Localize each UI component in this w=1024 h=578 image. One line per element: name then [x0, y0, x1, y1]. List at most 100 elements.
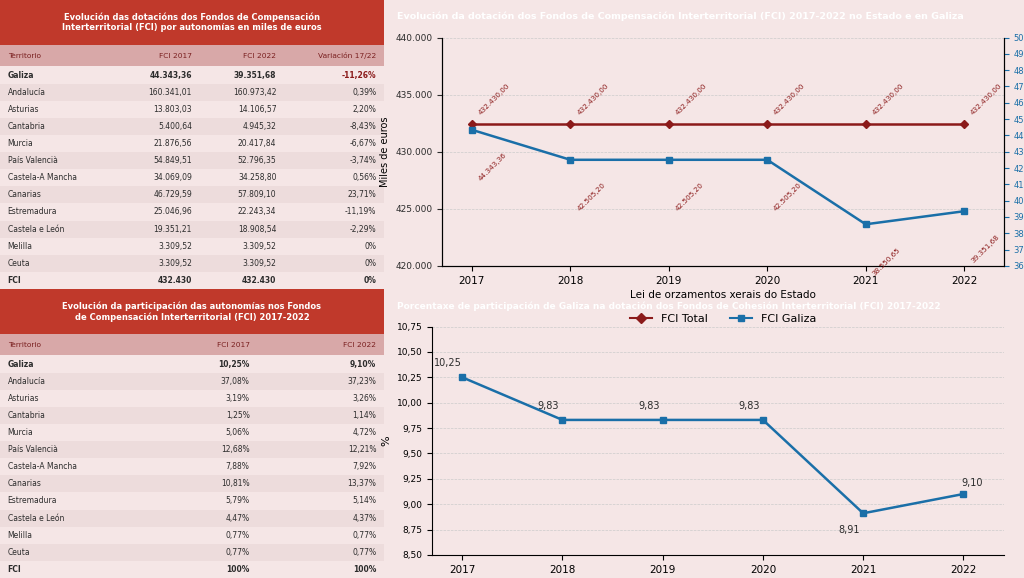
Text: 0,77%: 0,77% [225, 531, 250, 540]
Text: 10,81%: 10,81% [221, 479, 250, 488]
Bar [0, 334, 384, 355]
Text: Andalucía: Andalucía [8, 377, 46, 386]
Bar [0, 135, 384, 152]
Text: 432.430,00: 432.430,00 [773, 82, 806, 116]
Text: 38.550,65: 38.550,65 [871, 246, 901, 277]
Text: 5.400,64: 5.400,64 [158, 122, 193, 131]
Text: FCI 2022: FCI 2022 [244, 53, 276, 58]
Text: 19.351,21: 19.351,21 [154, 225, 193, 234]
Text: Melilla: Melilla [8, 242, 33, 251]
Text: 14.106,57: 14.106,57 [238, 105, 276, 114]
Text: 5,14%: 5,14% [352, 497, 377, 506]
Text: Porcentaxe de participación de Galiza na dotación dos Fondos de Cohesión Interte: Porcentaxe de participación de Galiza na… [397, 302, 941, 311]
Text: 160.341,01: 160.341,01 [148, 88, 193, 97]
Text: Estremadura: Estremadura [8, 208, 57, 217]
Text: Canarias: Canarias [8, 479, 42, 488]
Bar [0, 45, 384, 66]
Bar [0, 272, 384, 289]
Text: 37,23%: 37,23% [347, 377, 377, 386]
Text: 44.343,36: 44.343,36 [477, 152, 508, 182]
Text: -6,67%: -6,67% [349, 139, 377, 148]
Text: Castela-A Mancha: Castela-A Mancha [8, 173, 77, 182]
Text: 37,08%: 37,08% [221, 377, 250, 386]
Text: 34.069,09: 34.069,09 [154, 173, 193, 182]
Text: 0,77%: 0,77% [352, 548, 377, 557]
Bar [0, 475, 384, 492]
Text: 9,10%: 9,10% [350, 360, 377, 369]
Text: 21.876,56: 21.876,56 [154, 139, 193, 148]
Text: Evolución da dotación dos Fondos de Compensación Interterritorial (FCI) 2017-202: Evolución da dotación dos Fondos de Comp… [397, 11, 965, 21]
X-axis label: Lei de orzamentos xerais do Estado: Lei de orzamentos xerais do Estado [630, 290, 816, 300]
Text: Murcia: Murcia [8, 428, 34, 437]
Text: 100%: 100% [353, 565, 377, 574]
Bar [0, 373, 384, 390]
Text: Ceuta: Ceuta [8, 548, 31, 557]
Bar [0, 118, 384, 135]
Text: Estremadura: Estremadura [8, 497, 57, 506]
Text: 0,77%: 0,77% [352, 531, 377, 540]
Text: 0%: 0% [365, 259, 377, 268]
Text: Territorio: Territorio [8, 342, 41, 347]
Text: 4,72%: 4,72% [352, 428, 377, 437]
Text: FCI 2017: FCI 2017 [159, 53, 193, 58]
Text: 9,83: 9,83 [738, 401, 760, 411]
Text: 13.803,03: 13.803,03 [154, 105, 193, 114]
Text: 12,21%: 12,21% [348, 445, 377, 454]
Text: Ceuta: Ceuta [8, 259, 31, 268]
Text: Castela e León: Castela e León [8, 514, 65, 523]
Text: 5,06%: 5,06% [225, 428, 250, 437]
Text: 0%: 0% [365, 242, 377, 251]
Bar [0, 510, 384, 527]
Text: Cantabria: Cantabria [8, 411, 45, 420]
Text: 8,91: 8,91 [839, 525, 860, 535]
Text: 44.343,36: 44.343,36 [150, 71, 193, 80]
Text: 34.258,80: 34.258,80 [238, 173, 276, 182]
Text: 22.243,34: 22.243,34 [238, 208, 276, 217]
Text: 42.505,20: 42.505,20 [575, 182, 606, 212]
Text: FCI 2017: FCI 2017 [217, 342, 250, 347]
Text: 432.430,00: 432.430,00 [970, 82, 1004, 116]
Text: 3,19%: 3,19% [225, 394, 250, 403]
Bar [0, 458, 384, 475]
Bar [0, 355, 384, 373]
Text: 7,88%: 7,88% [225, 462, 250, 471]
Text: 1,25%: 1,25% [225, 411, 250, 420]
Text: 39.351,68: 39.351,68 [233, 71, 276, 80]
Text: 4,47%: 4,47% [225, 514, 250, 523]
Text: Murcia: Murcia [8, 139, 34, 148]
Text: 0,77%: 0,77% [225, 548, 250, 557]
Bar [0, 169, 384, 186]
Bar [0, 203, 384, 221]
Bar [0, 390, 384, 407]
Bar [0, 66, 384, 84]
Bar [0, 561, 384, 578]
Text: Canarias: Canarias [8, 190, 42, 199]
Text: Andalucía: Andalucía [8, 88, 46, 97]
Text: FCI 2022: FCI 2022 [343, 342, 377, 347]
Text: País Valencià: País Valencià [8, 156, 57, 165]
Bar [0, 255, 384, 272]
Text: 432.430,00: 432.430,00 [575, 82, 609, 116]
Text: 0,39%: 0,39% [352, 88, 377, 97]
Y-axis label: Miles de euros: Miles de euros [380, 117, 390, 187]
Bar [0, 441, 384, 458]
Bar [0, 407, 384, 424]
Text: 0%: 0% [364, 276, 377, 285]
Text: 18.908,54: 18.908,54 [238, 225, 276, 234]
Text: 432.430: 432.430 [158, 276, 193, 285]
Text: Galiza: Galiza [8, 360, 34, 369]
Text: -11,26%: -11,26% [342, 71, 377, 80]
Bar [0, 152, 384, 169]
Text: -2,29%: -2,29% [349, 225, 377, 234]
Text: 9,10: 9,10 [961, 477, 982, 488]
Text: FCI: FCI [8, 565, 22, 574]
Text: Castela-A Mancha: Castela-A Mancha [8, 462, 77, 471]
Text: 432.430,00: 432.430,00 [871, 82, 905, 116]
Bar [0, 84, 384, 101]
Text: 3,26%: 3,26% [352, 394, 377, 403]
Text: Cantabria: Cantabria [8, 122, 45, 131]
Text: Territorio: Territorio [8, 53, 41, 58]
Text: 3.309,52: 3.309,52 [243, 259, 276, 268]
Text: Evolución da participación das autonomías nos Fondos
de Compensación Interterrit: Evolución da participación das autonomía… [62, 301, 322, 321]
Text: 39.351,68: 39.351,68 [970, 234, 1000, 264]
